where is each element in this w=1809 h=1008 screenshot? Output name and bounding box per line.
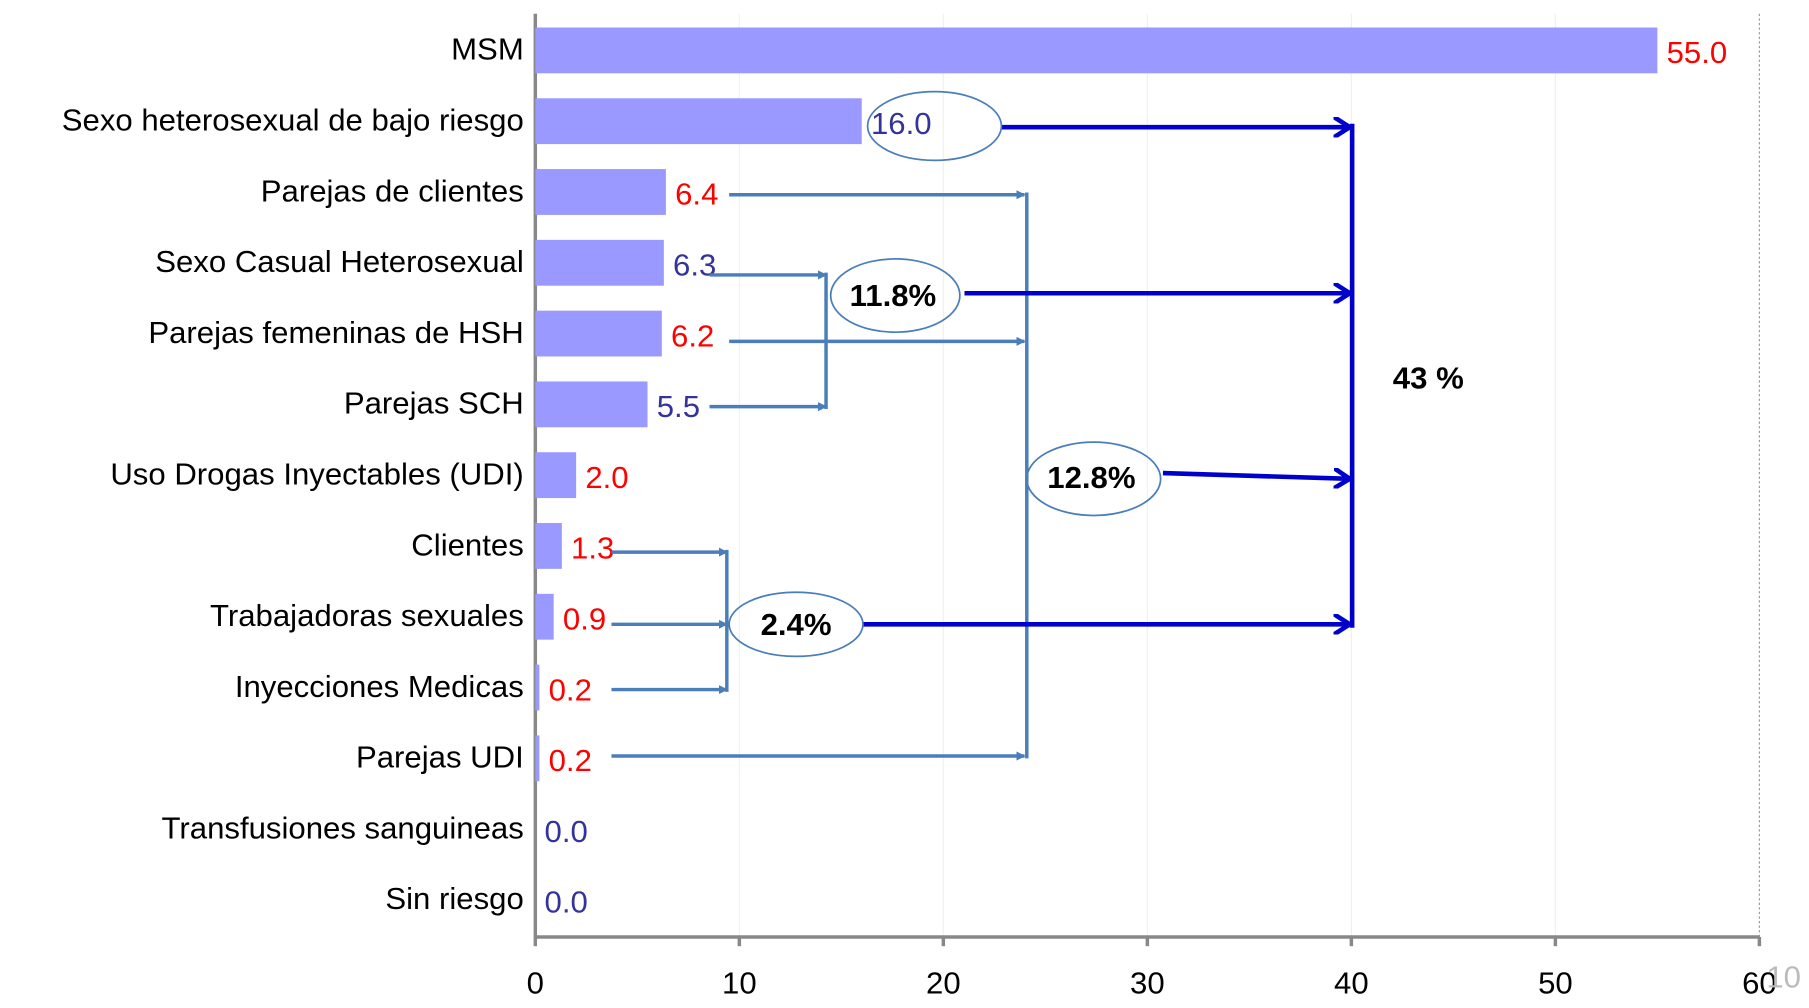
label-ellipse [829, 258, 961, 334]
label-ellipse [1025, 441, 1162, 517]
bar [535, 239, 664, 286]
value-label: 0.2 [549, 672, 592, 707]
bar [535, 664, 540, 711]
bar [535, 593, 554, 640]
value-label: 0.0 [545, 885, 588, 920]
category-label: Inyecciones Medicas [235, 669, 524, 704]
group-arrow [1162, 473, 1350, 479]
bar [535, 27, 1658, 74]
slide-number: 10 [1766, 960, 1801, 995]
value-label: 55.0 [1667, 35, 1728, 70]
plot: 0 10 20 30 40 50 60 MSM 55.0 Sexo heterosexual de… [62, 13, 1801, 1000]
total-label: 43 % [1393, 361, 1464, 396]
bar [535, 523, 562, 569]
value-label: 0.9 [563, 602, 606, 637]
category-label: Transfusiones sanguineas [162, 811, 524, 846]
bar [535, 169, 666, 215]
category-label: Parejas UDI [356, 740, 524, 775]
value-label: 6.3 [673, 248, 716, 283]
value-label: 6.2 [671, 318, 714, 353]
bar [535, 381, 648, 428]
x-tick-label: 50 [1538, 965, 1573, 1000]
bar [535, 98, 862, 145]
value-label: 2.0 [585, 460, 628, 495]
group-label: 2.4% [761, 607, 832, 642]
value-label: 0.0 [545, 814, 588, 849]
value-label: 1.3 [571, 531, 614, 566]
group-label: 12.8% [1047, 460, 1135, 495]
bar [535, 310, 662, 357]
category-label: Parejas de clientes [261, 173, 524, 208]
category-label: Sexo Casual Heterosexual [155, 244, 524, 279]
category-label: Sin riesgo [385, 881, 523, 916]
bar [535, 452, 577, 499]
x-tick-label: 30 [1130, 965, 1165, 1000]
group-label: 11.8% [850, 278, 937, 313]
value-label: 16.0 [871, 106, 932, 141]
label-ellipse [866, 90, 1003, 162]
x-tick-label: 40 [1334, 965, 1369, 1000]
label-ellipse [728, 591, 864, 658]
value-label: 6.4 [675, 177, 718, 212]
bar [535, 735, 540, 782]
x-tick-label: 60 [1742, 965, 1777, 1000]
category-label: MSM [451, 32, 524, 67]
x-tick-label: 0 [527, 965, 544, 1000]
value-label: 0.2 [549, 743, 592, 778]
category-label: Uso Drogas Inyectables (UDI) [110, 457, 523, 492]
category-label: Parejas femeninas de HSH [148, 315, 523, 350]
category-label: Trabajadoras sexuales [210, 598, 524, 633]
value-label: 5.5 [657, 389, 700, 424]
x-tick-label: 10 [722, 965, 757, 1000]
category-label: Parejas SCH [344, 386, 524, 421]
category-label: Sexo heterosexual de bajo riesgo [62, 103, 524, 138]
x-tick-label: 20 [926, 965, 961, 1000]
category-label: Clientes [411, 527, 523, 562]
